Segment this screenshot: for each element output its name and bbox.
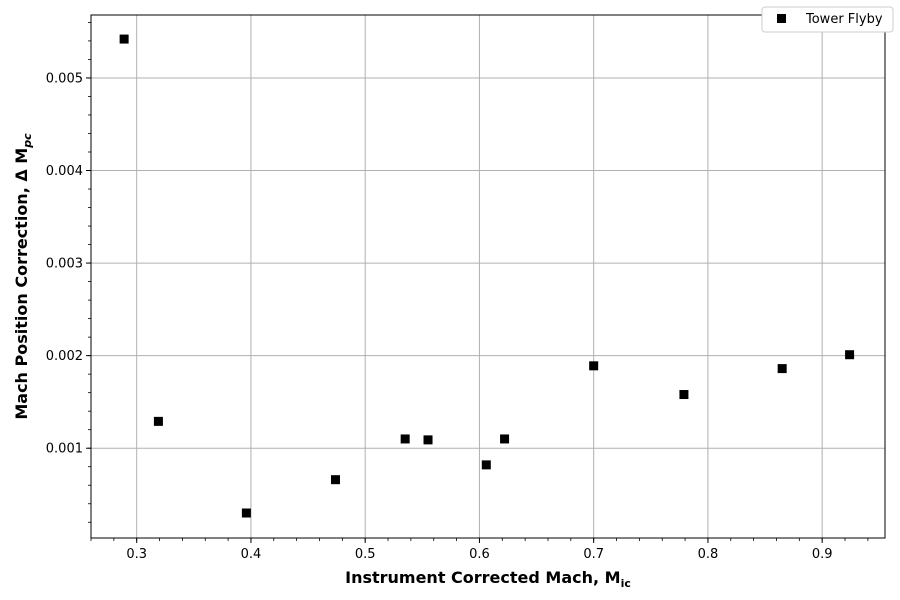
data-point	[400, 434, 410, 444]
x-axis-title-main: Instrument Corrected Mach, M	[345, 568, 620, 587]
x-tick-label: 0.4	[241, 547, 262, 562]
y-tick-label: 0.004	[46, 164, 83, 179]
legend: Tower Flyby	[761, 6, 894, 33]
x-tick-label: 0.6	[469, 547, 490, 562]
x-tick-label: 0.8	[698, 547, 719, 562]
x-axis-title: Instrument Corrected Mach, Mic	[345, 568, 631, 590]
data-point	[679, 390, 689, 400]
x-tick-label: 0.9	[812, 547, 833, 562]
x-tick-label: 0.7	[583, 547, 604, 562]
data-point	[423, 435, 433, 445]
y-tick-label: 0.001	[46, 442, 83, 457]
x-tick-label: 0.5	[355, 547, 376, 562]
x-axis-title-subscript: ic	[621, 577, 631, 590]
y-tick-label: 0.003	[46, 257, 83, 272]
y-tick-label: 0.005	[46, 71, 83, 86]
y-axis-title-main: Mach Position Correction, Δ M	[12, 148, 31, 420]
data-point	[500, 434, 510, 444]
y-axis-title-subscript: pc	[21, 133, 34, 149]
axis-ticks: 0.3 0.4 0.5 0.6 0.7 0.8 0.9 0.001 0.002 0.003 0.00…	[46, 22, 869, 562]
x-tick-label: 0.3	[126, 547, 147, 562]
data-point	[589, 361, 599, 371]
data-point	[777, 364, 787, 374]
data-point	[330, 475, 340, 485]
data-point	[241, 508, 251, 518]
data-point	[153, 416, 163, 426]
data-point	[845, 350, 855, 360]
data-point	[119, 34, 129, 44]
legend-box	[761, 6, 894, 33]
data-point	[481, 460, 491, 470]
legend-label-tower-flyby: Tower Flyby	[805, 12, 883, 27]
plot-frame	[90, 14, 886, 539]
legend-marker-tower-flyby	[777, 14, 786, 23]
y-axis-title: Mach Position Correction, Δ Mpc	[12, 133, 34, 420]
data-points	[119, 34, 855, 518]
grid	[91, 15, 885, 538]
y-tick-label: 0.002	[46, 349, 83, 364]
